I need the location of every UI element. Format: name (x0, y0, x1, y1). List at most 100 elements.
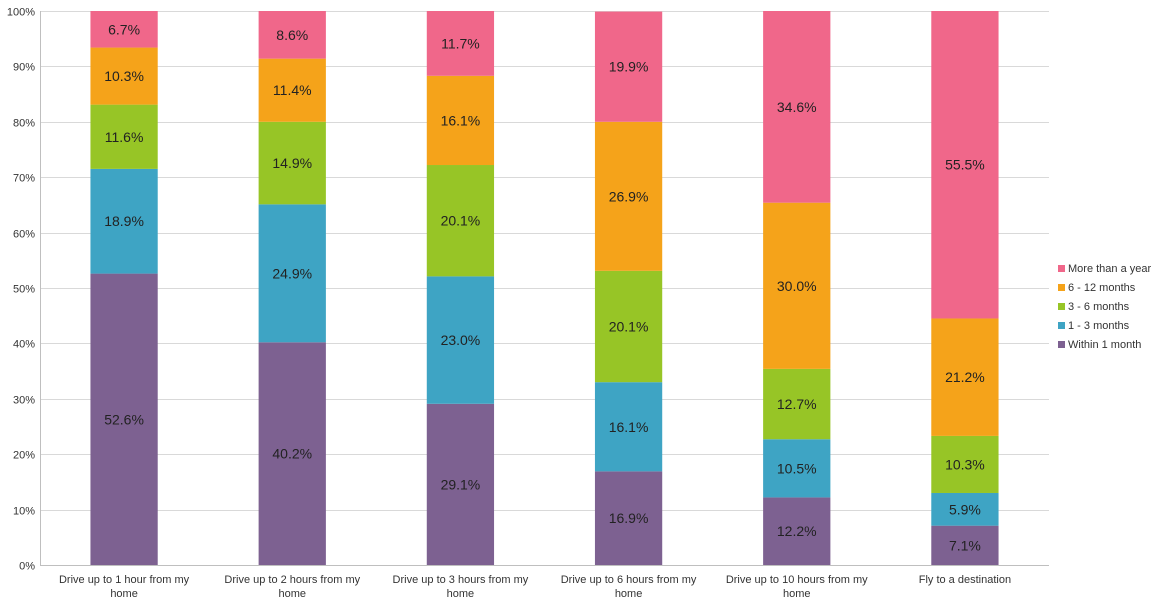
bar-segment (426, 165, 495, 277)
x-category-label: Drive up to 2 hours from my home (224, 574, 360, 600)
data-label: 8.6% (276, 27, 308, 43)
bar-segment (931, 318, 999, 436)
data-label: 30.0% (777, 278, 817, 294)
data-label: 26.9% (609, 188, 649, 204)
legend-label: 3 - 6 months (1068, 301, 1130, 313)
bar-segment (594, 471, 663, 565)
data-label: 10.5% (777, 460, 817, 476)
data-label: 20.1% (441, 213, 481, 229)
legend-label: More than a year (1068, 263, 1151, 275)
y-tick-label: 90% (13, 62, 35, 74)
bar-segment (258, 342, 326, 565)
data-label: 16.9% (609, 510, 649, 526)
data-label: 20.1% (609, 319, 649, 335)
y-axis: 0% 10% 20% 30% 40% 50% 60% 70% 80% 90% 100% (7, 7, 1049, 573)
bar-segment (931, 435, 999, 493)
data-label: 14.9% (272, 155, 312, 171)
bar-segment (90, 47, 158, 105)
x-category-label: Drive up to 1 hour from my home (59, 574, 190, 600)
bar-segment (931, 492, 999, 526)
y-tick-label: 60% (13, 229, 35, 241)
legend-item: More than a year (1058, 263, 1151, 275)
data-label: 10.3% (104, 68, 144, 84)
x-category-label: Fly to a destination (919, 574, 1011, 586)
bar-segment (90, 11, 158, 48)
data-label: 10.3% (945, 456, 985, 472)
data-label: 40.2% (272, 446, 312, 462)
y-tick-label: 50% (13, 284, 35, 296)
data-label: 16.1% (609, 419, 649, 435)
legend-swatch (1058, 284, 1065, 291)
data-label: 34.6% (777, 99, 817, 115)
bar-segment (931, 525, 999, 565)
y-tick-label: 20% (13, 450, 35, 462)
data-label: 11.6% (105, 129, 144, 145)
data-label: 23.0% (441, 332, 481, 348)
data-label: 7.1% (949, 537, 981, 553)
y-tick-label: 100% (7, 7, 35, 19)
gridlines (40, 11, 1049, 566)
bar-segment (594, 121, 663, 271)
x-category-label: Drive up to 3 hours from my home (393, 574, 529, 600)
bar-segment (594, 382, 663, 472)
data-label: 18.9% (104, 213, 144, 229)
x-axis-labels: Drive up to 1 hour from my home Drive up t… (59, 574, 1011, 600)
data-label: 12.7% (777, 396, 817, 412)
data-labels: 52.6% 18.9% 11.6% 10.3% 6.7% 40.2% 24.9% 14.9% 1… (104, 21, 985, 553)
data-label: 19.9% (609, 59, 649, 75)
bar-segment (763, 202, 831, 369)
bar-segment (426, 403, 495, 565)
data-label: 55.5% (945, 157, 985, 173)
x-category-label: Drive up to 6 hours from my home (561, 574, 697, 600)
y-tick-label: 40% (13, 339, 35, 351)
bar-segment (931, 11, 999, 319)
legend-label: 1 - 3 months (1068, 320, 1130, 332)
data-label: 29.1% (441, 476, 481, 492)
data-label: 11.4% (273, 82, 312, 98)
legend-item: Within 1 month (1058, 339, 1141, 351)
bar-segment (426, 75, 495, 166)
data-label: 5.9% (949, 501, 981, 517)
bars (90, 11, 999, 565)
y-tick-label: 0% (19, 561, 35, 573)
bar-segment (258, 58, 326, 122)
bar-segment (763, 11, 831, 203)
bar-segment (763, 497, 831, 565)
legend-swatch (1058, 303, 1065, 310)
data-label: 24.9% (272, 265, 312, 281)
data-label: 21.2% (945, 369, 985, 385)
data-label: 12.2% (777, 523, 817, 539)
bar-segment (594, 270, 663, 383)
bar-segment (426, 276, 495, 404)
y-tick-label: 80% (13, 118, 35, 130)
legend-label: 6 - 12 months (1068, 282, 1136, 294)
data-label: 11.7% (441, 35, 480, 51)
bar-segment (90, 273, 158, 565)
legend-swatch (1058, 322, 1065, 329)
x-category-label: Drive up to 10 hours from my home (726, 574, 868, 600)
bar-segment (763, 439, 831, 498)
bar-segment (258, 11, 326, 59)
data-label: 16.1% (441, 112, 481, 128)
data-label: 52.6% (104, 411, 144, 427)
legend-item: 6 - 12 months (1058, 282, 1136, 294)
legend-label: Within 1 month (1068, 339, 1141, 351)
bar-segment (426, 11, 495, 76)
legend: More than a year 6 - 12 months 3 - 6 month… (1058, 263, 1151, 351)
bar-segment (594, 11, 663, 122)
bar-segment (258, 121, 326, 205)
legend-swatch (1058, 265, 1065, 272)
legend-item: 1 - 3 months (1058, 320, 1130, 332)
bar-segment (763, 368, 831, 440)
bar-segment (90, 104, 158, 169)
legend-swatch (1058, 341, 1065, 348)
y-tick-label: 30% (13, 395, 35, 407)
data-label: 6.7% (108, 21, 140, 37)
y-tick-label: 70% (13, 173, 35, 185)
bar-segment (90, 168, 158, 274)
legend-item: 3 - 6 months (1058, 301, 1130, 313)
y-tick-label: 10% (13, 506, 35, 518)
bar-segment (258, 204, 326, 343)
